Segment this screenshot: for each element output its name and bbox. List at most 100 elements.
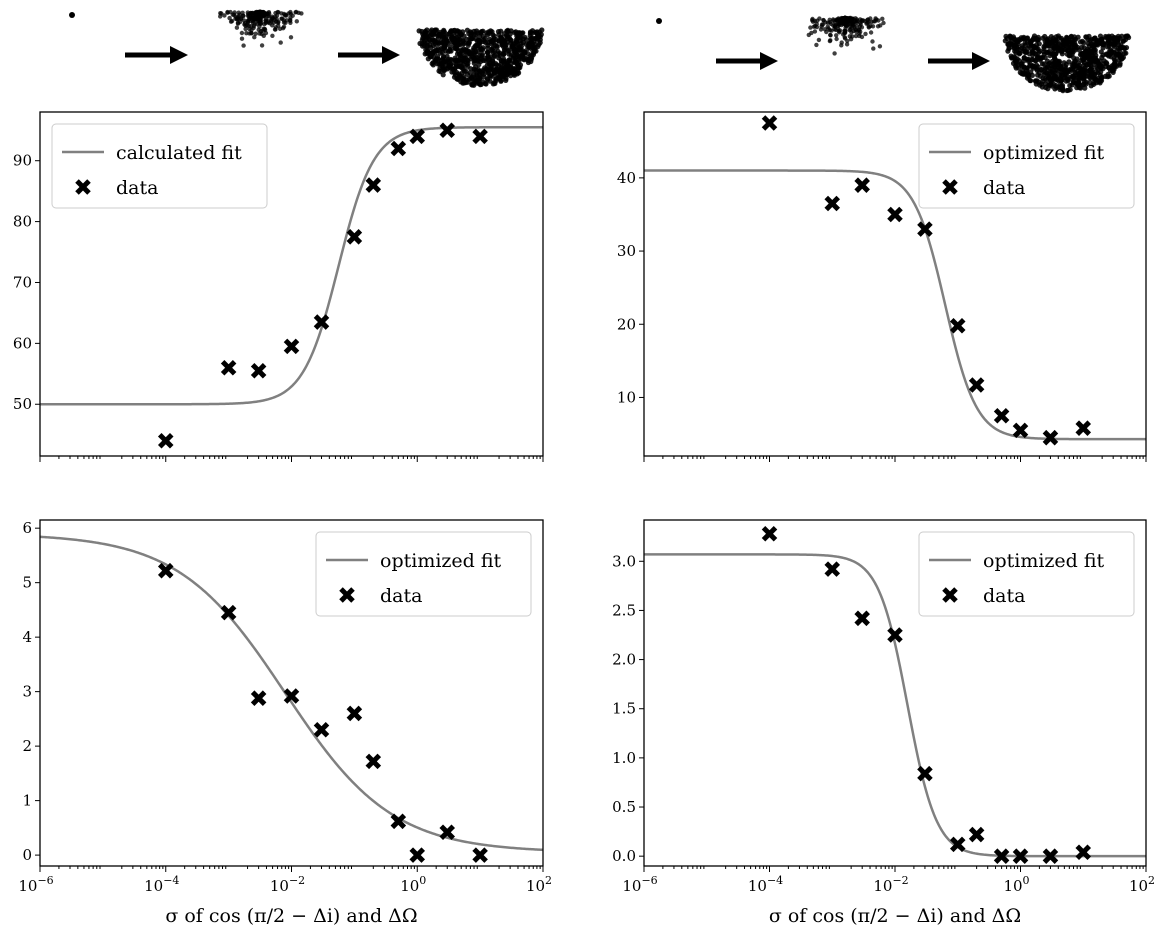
data-point [283, 338, 300, 355]
data-point [1075, 844, 1092, 861]
data-point [346, 229, 363, 245]
hemisphere-cloud-icon [416, 27, 545, 88]
data-point [283, 688, 300, 704]
x-tick-label: 100 [400, 874, 426, 895]
data-point [313, 314, 330, 330]
data-point [949, 317, 966, 334]
data-point [365, 177, 382, 193]
arrow-icon [928, 52, 990, 70]
y-tick-label: 10 [617, 388, 636, 406]
arrow-icon [338, 46, 400, 64]
data-point [346, 705, 363, 722]
data-point [409, 128, 426, 145]
x-tick-label: 102 [1129, 874, 1155, 895]
y-tick-label: 2 [22, 737, 32, 755]
data-point [1042, 429, 1059, 446]
data-point [993, 407, 1010, 424]
small-cloud-icon [218, 9, 304, 48]
data-point [968, 826, 985, 843]
single-point-icon [69, 12, 75, 18]
single-point-icon [656, 18, 662, 24]
y-tick-label: 90 [13, 152, 32, 170]
legend: optimized fit data [918, 123, 1135, 209]
data-point [439, 824, 456, 840]
data-point [761, 525, 778, 542]
x-tick-label: 10−4 [748, 874, 783, 895]
data-point [390, 813, 407, 830]
y-tick-label: 0 [22, 846, 32, 864]
y-tick-label: 5 [22, 574, 32, 592]
data-point [220, 359, 237, 376]
data-point [887, 206, 903, 223]
legend: optimized fit data [315, 531, 532, 617]
data-point [409, 847, 426, 863]
y-tick-label: 50 [13, 395, 32, 413]
fit-line [644, 553, 1146, 858]
data-markers [157, 122, 488, 449]
fit-line [644, 169, 1146, 441]
data-point [1012, 848, 1029, 864]
data-point [472, 128, 488, 145]
data-point [157, 562, 174, 579]
data-point [220, 604, 237, 621]
y-tick-label: 80 [13, 213, 32, 231]
y-tick-label: 3 [22, 683, 32, 701]
x-axis-label: σ of cos (π/2 − Δi) and ΔΩ [165, 905, 417, 927]
y-tick-label: 40 [617, 169, 636, 187]
data-markers [761, 525, 1092, 864]
data-point [472, 847, 488, 863]
x-tick-label: 100 [1003, 874, 1029, 895]
y-tick-label: 6 [22, 519, 32, 537]
legend-label-fit: optimized fit [983, 550, 1105, 572]
data-markers [157, 562, 488, 863]
legend-label-data: data [983, 177, 1025, 199]
data-point [993, 848, 1010, 864]
legend-label-fit: calculated fit [116, 142, 242, 164]
data-point [761, 115, 778, 131]
illustration-right [656, 15, 1132, 94]
x-tick-label: 10−6 [622, 874, 657, 895]
y-tick-label: 2.0 [612, 651, 636, 669]
y-tick-label: 1.5 [612, 700, 636, 718]
x-tick-label: 10−4 [144, 874, 179, 895]
legend-label-data: data [983, 585, 1025, 607]
y-tick-label: 30 [617, 242, 636, 260]
data-point [1042, 848, 1059, 864]
y-tick-label: 60 [13, 334, 32, 352]
y-tick-label: 1.0 [612, 749, 636, 767]
data-point [917, 765, 933, 782]
data-point [250, 362, 267, 379]
small-cloud-icon [806, 15, 886, 56]
y-tick-label: 4 [22, 628, 32, 646]
legend-marker-swatch [75, 179, 91, 195]
data-point [365, 753, 382, 770]
data-markers [761, 115, 1092, 446]
x-tick-label: 10−2 [873, 874, 908, 895]
data-point [250, 690, 267, 706]
legend-marker-swatch [339, 587, 355, 603]
y-tick-label: 20 [617, 315, 636, 333]
legend: optimized fit data [918, 531, 1135, 617]
arrow-icon [716, 52, 778, 70]
x-tick-label: 102 [526, 874, 552, 895]
data-point [157, 433, 174, 449]
data-point [824, 195, 841, 212]
illustration-left [69, 9, 545, 88]
data-point [824, 561, 841, 577]
x-tick-label: 10−2 [270, 874, 305, 895]
data-point [854, 610, 870, 627]
data-point [313, 722, 330, 738]
chart-panel-4: 0.0 0.5 1.0 1.5 2.0 2.5 3.0 10−6 10−4 10−2 100 102 σ… [612, 519, 1155, 927]
y-tick-label: 3.0 [612, 552, 636, 570]
legend-label-data: data [116, 177, 158, 199]
y-tick-label: 0.5 [612, 798, 636, 816]
data-point [390, 140, 407, 157]
chart-panel-3: 0 1 2 3 4 5 6 10−6 10−4 10−2 100 102 σ of cos (π/2 −… [18, 519, 552, 927]
legend-label-data: data [380, 585, 422, 607]
data-point [1075, 420, 1092, 436]
data-point [854, 177, 870, 193]
x-tick-label: 10−6 [18, 874, 53, 895]
y-tick-label: 2.5 [612, 601, 636, 619]
fit-line [40, 125, 543, 406]
